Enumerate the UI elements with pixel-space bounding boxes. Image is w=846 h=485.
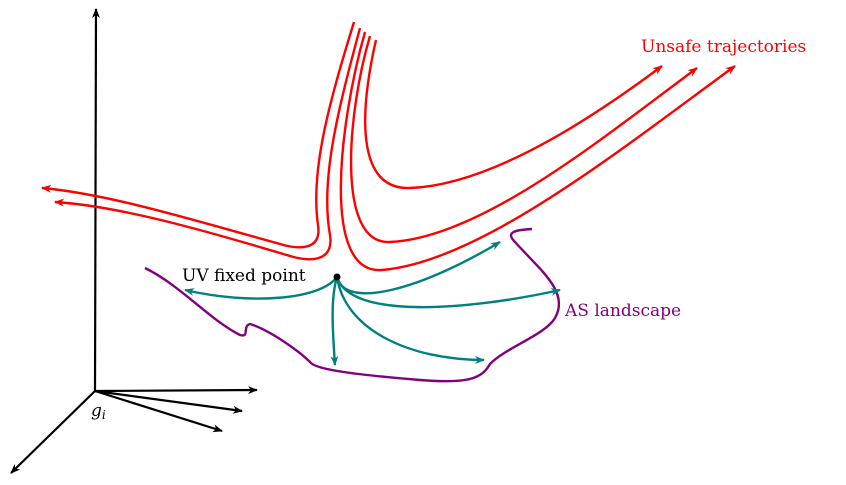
unsafe-trajectory-right-2 — [349, 35, 698, 244]
flow-lower-right — [335, 276, 485, 364]
as-landscape-label: AS landscape — [564, 301, 681, 321]
axis-down-left — [10, 390, 96, 474]
axis-right-3 — [94, 389, 223, 433]
axis-right — [94, 386, 258, 395]
unsafe-trajectory-left-1 — [41, 21, 356, 249]
unsafe-trajectories — [41, 21, 736, 272]
axis-right-2 — [94, 389, 243, 414]
unsafe-label: Unsafe trajectories — [641, 37, 806, 57]
uv-flows — [184, 240, 561, 366]
unsafe-trajectory-right-1 — [364, 39, 663, 190]
axis-label: gi — [91, 401, 106, 422]
axes — [10, 8, 258, 474]
flow-upper-right — [335, 240, 501, 295]
axis-vertical — [91, 8, 100, 392]
as-landscape-curve — [144, 227, 561, 383]
uv-fixed-point-label: UV fixed point — [182, 266, 306, 286]
flow-right — [335, 276, 561, 309]
unsafe-trajectory-right-3 — [339, 31, 736, 272]
flow-left — [184, 276, 338, 300]
unsafe-trajectory-left-2 — [54, 27, 362, 261]
uv-fixed-point — [333, 273, 341, 281]
flow-down — [330, 276, 339, 366]
